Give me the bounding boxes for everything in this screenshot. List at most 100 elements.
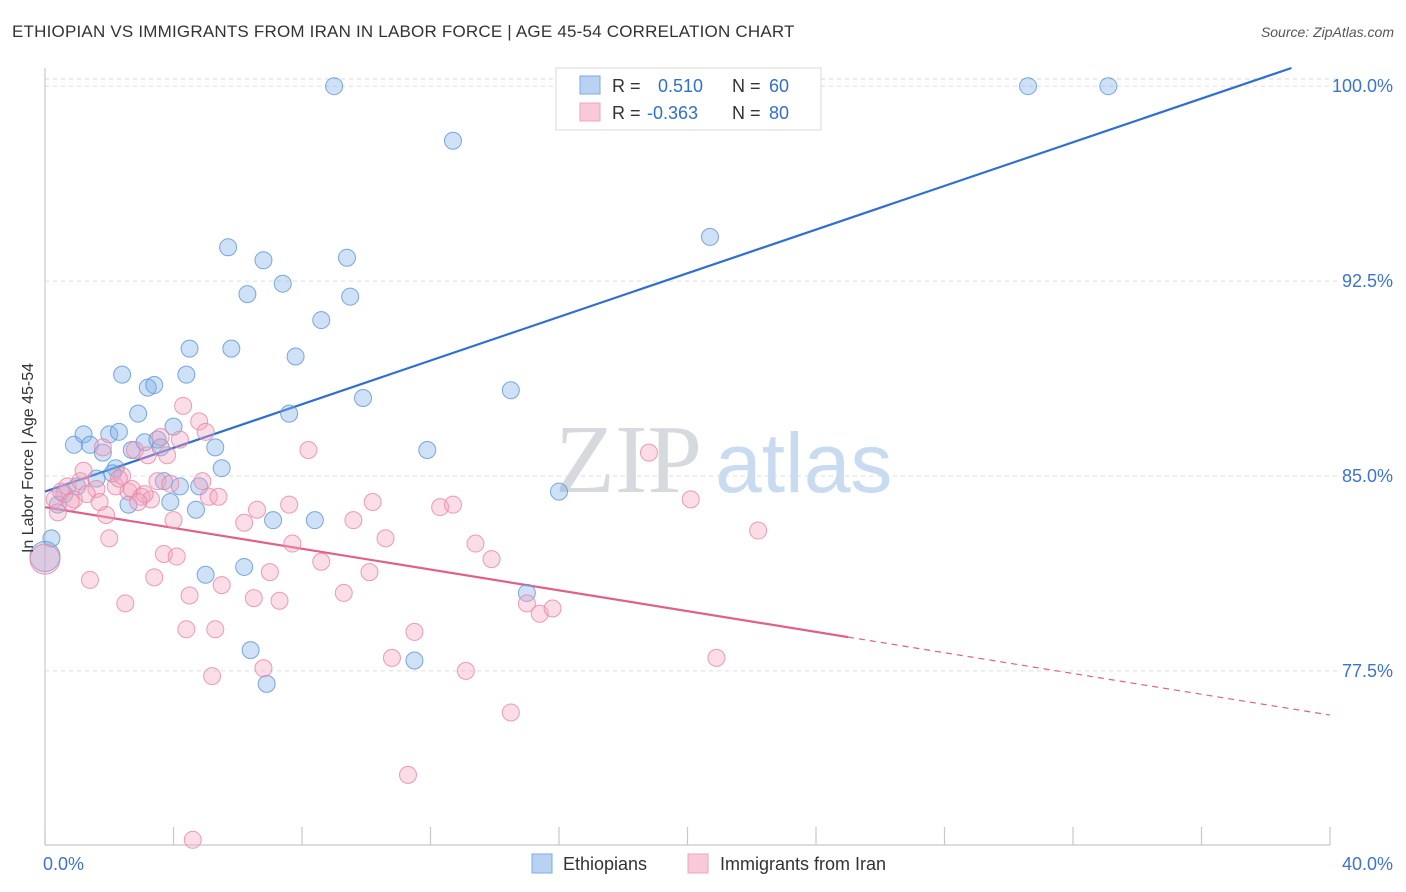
y-tick-label-0: 77.5% (1342, 661, 1393, 681)
iran-point-12 (113, 466, 132, 485)
ethiopians-point-39 (286, 347, 305, 366)
legend-label-ethiopians: Ethiopians (563, 854, 647, 874)
iran-point-22 (151, 428, 170, 447)
iran-point-43 (260, 563, 279, 582)
ethiopians-point-34 (254, 251, 273, 270)
iran-point-18 (138, 446, 157, 465)
trend-lines (44, 66, 1331, 716)
iran-point-70 (61, 492, 80, 511)
legend-r-label-1: R = (612, 76, 641, 96)
ethiopians-point-19 (161, 492, 180, 511)
ethiopians-point-20 (164, 417, 183, 436)
ethiopians-point-24 (186, 500, 205, 519)
legend-r-value-2: -0.363 (647, 103, 698, 123)
iran-point-24 (158, 446, 177, 465)
ethiopians-point-26 (196, 565, 215, 584)
ethiopians-trend-line (44, 66, 1292, 493)
iran-point-75 (129, 492, 148, 511)
ethiopians-point-23 (180, 339, 199, 358)
ethiopians-point-13 (129, 404, 148, 423)
iran-point-41 (248, 500, 267, 519)
ethiopians-point-40 (305, 511, 324, 530)
iran-point-34 (196, 422, 215, 441)
iran-point-74 (74, 461, 93, 480)
iran-point-45 (280, 495, 299, 514)
legend-n-label-1: N = (732, 76, 761, 96)
watermark-zip: ZIP (555, 406, 702, 514)
iran-point-68 (707, 648, 726, 667)
iran-point-42 (254, 659, 273, 678)
iran-point-37 (206, 620, 225, 639)
iran-point-76 (161, 474, 180, 493)
iran-point-31 (183, 830, 202, 849)
iran-point-9 (97, 505, 116, 524)
ethiopians-point-30 (222, 339, 241, 358)
iran-point-79 (90, 492, 109, 511)
y-tick-label-3: 100.0% (1332, 76, 1393, 96)
legend-label-iran: Immigrants from Iran (720, 854, 886, 874)
y-tick-label-1: 85.0% (1342, 466, 1393, 486)
legend-swatch-ethiopians-bottom (531, 853, 553, 874)
iran-point-8 (93, 438, 112, 457)
iran-point-0 (29, 543, 61, 575)
chart-title: ETHIOPIAN VS IMMIGRANTS FROM IRAN IN LAB… (12, 22, 795, 41)
ethiopians-point-54 (1099, 77, 1118, 96)
axes (44, 68, 1331, 846)
ethiopians-point-53 (1019, 77, 1038, 96)
iran-point-50 (344, 511, 363, 530)
iran-point-38 (212, 576, 231, 595)
iran-point-20 (145, 568, 164, 587)
source-credit: Source: ZipAtlas.com (1260, 24, 1394, 40)
watermark-atlas: atlas (715, 416, 892, 510)
watermark: ZIP atlas (555, 406, 892, 514)
iran-point-54 (382, 648, 401, 667)
ethiopians-point-51 (550, 482, 568, 501)
iran-point-27 (170, 430, 189, 449)
iran-point-69 (749, 521, 768, 540)
iran-point-59 (456, 661, 475, 680)
iran-point-61 (482, 550, 501, 569)
iran-point-10 (100, 529, 119, 548)
ethiopians-point-48 (443, 131, 462, 150)
iran-point-49 (334, 583, 353, 602)
legend-n-label-2: N = (732, 103, 761, 123)
legend-n-value-2: 80 (769, 103, 789, 123)
iran-point-13 (116, 594, 135, 613)
iran-point-56 (405, 622, 424, 641)
ethiopians-point-6 (93, 443, 112, 462)
ethiopians-point-43 (337, 248, 356, 267)
iran-point-30 (180, 586, 199, 605)
iran-point-36 (203, 667, 222, 686)
iran-trend-extension (848, 636, 1331, 716)
stats-legend: R = 0.510 N = 60 R = -0.363 N = 80 (555, 67, 822, 131)
ethiopians-point-45 (354, 389, 373, 408)
y-tick-labels: 77.5% 85.0% 92.5% 100.0% (1332, 76, 1393, 681)
legend-swatch-iran-bottom (687, 853, 709, 874)
iran-point-51 (360, 563, 379, 582)
iran-point-58 (443, 495, 462, 514)
ethiopians-point-3 (74, 425, 93, 444)
iran-point-35 (199, 487, 218, 506)
legend-swatch-iran (579, 102, 601, 122)
ethiopians-point-44 (341, 287, 360, 306)
iran-point-46 (283, 534, 302, 553)
iran-point-78 (48, 503, 67, 522)
ethiopians-point-46 (405, 651, 424, 670)
ethiopians-point-38 (280, 404, 299, 423)
x-tick-labels: 0.0% 40.0% (43, 854, 1393, 874)
iran-point-5 (71, 472, 90, 491)
ethiopians-point-0 (42, 529, 61, 548)
iran-point-52 (363, 492, 382, 511)
iran-point-67 (681, 490, 700, 509)
iran-point-6 (80, 570, 99, 589)
x-tick-label-min: 0.0% (43, 854, 84, 874)
ethiopians-point-31 (235, 557, 254, 576)
ethiopians-point-27 (206, 438, 225, 457)
ethiopians-point-49 (501, 381, 520, 400)
ethiopians-point-35 (257, 674, 276, 693)
iran-point-44 (270, 591, 289, 610)
ethiopians-point-36 (264, 511, 283, 530)
x-tick-label-max: 40.0% (1342, 854, 1393, 874)
legend-n-value-1: 60 (769, 76, 789, 96)
